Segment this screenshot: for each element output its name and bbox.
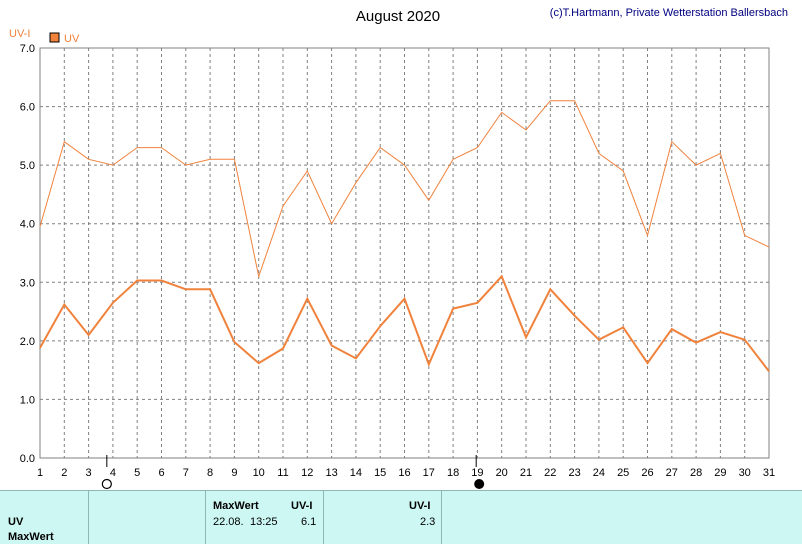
y-tick-label: 4.0 [20,219,35,231]
x-tick-label: 20 [496,467,508,479]
max-time: 13:25 [250,516,278,528]
x-tick-label: 28 [690,467,702,479]
chart-title: August 2020 [356,8,440,25]
x-tick-label: 9 [231,467,237,479]
info-panel: UV MaxWert MaxWert UV-I 22.08. 13:25 6.1… [0,490,802,544]
x-tick-label: 27 [666,467,678,479]
y-tick-label: 5.0 [20,160,35,172]
x-tick-label: 7 [183,467,189,479]
x-tick-label: 26 [641,467,653,479]
unit-header-max: UV-I [291,500,313,512]
avg-value: 2.3 [420,516,436,528]
x-tick-label: 3 [86,467,92,479]
x-tick-label: 4 [110,467,116,479]
x-tick-label: 5 [134,467,140,479]
x-tick-label: 24 [593,467,605,479]
y-tick-label: 1.0 [20,394,35,406]
x-tick-label: 31 [763,467,775,479]
x-axis: 1 2 3 4 5 6 7 8 9 10 11 12 13 14 15 16 17 18 19 20 21 22 23 24 2… [37,467,775,479]
unit-header-avg: UV-I [409,500,431,512]
x-tick-label: 19 [471,467,483,479]
max-date: 22.08. [213,516,244,528]
grid [40,48,769,458]
y-tick-label: 2.0 [20,336,35,348]
chart: August 2020 (c)T.Hartmann, Private Wette… [9,7,788,490]
x-tick-label: 11 [277,467,288,479]
x-tick-label: 21 [520,467,532,479]
x-tick-label: 17 [423,467,435,479]
row-label-uv: UV [8,516,24,528]
legend-label: UV [64,33,80,45]
x-tick-label: 15 [374,467,386,479]
y-unit-label: UV-I [9,28,30,40]
x-tick-label: 16 [398,467,410,479]
column-divider [441,491,442,544]
x-tick-label: 14 [350,467,362,479]
max-value: 6.1 [301,516,317,528]
column-divider [205,491,206,544]
x-tick-label: 30 [739,467,751,479]
series-line-max [39,100,770,279]
x-tick-label: 25 [617,467,629,479]
plot-frame [39,47,770,459]
row-label-maxwert: MaxWert [8,531,54,543]
series-line-avg [39,274,770,372]
y-tick-label: 0.0 [20,453,35,465]
x-tick-label: 13 [325,467,337,479]
x-tick-label: 2 [61,467,67,479]
max-header: MaxWert [213,500,259,512]
y-axis: 0.0 1.0 2.0 3.0 4.0 5.0 6.0 7.0 [20,43,35,465]
credit-text: (c)T.Hartmann, Private Wetterstation Bal… [550,7,788,19]
x-tick-label: 29 [714,467,726,479]
x-tick-label: 12 [301,467,313,479]
x-tick-label: 23 [568,467,580,479]
full-moon-icon [101,478,112,490]
legend-swatch [49,32,60,43]
column-divider [88,491,89,544]
x-tick-label: 10 [253,467,265,479]
x-tick-label: 8 [207,467,213,479]
new-moon-icon [474,479,485,489]
moon-markers [101,455,485,490]
x-tick-label: 1 [37,467,43,479]
y-tick-label: 3.0 [20,277,35,289]
y-tick-label: 6.0 [20,102,35,114]
column-divider [323,491,324,544]
x-tick-label: 18 [447,467,459,479]
series-lines [39,100,770,372]
x-tick-label: 22 [544,467,556,479]
x-tick-label: 6 [158,467,164,479]
y-tick-label: 7.0 [20,43,35,55]
